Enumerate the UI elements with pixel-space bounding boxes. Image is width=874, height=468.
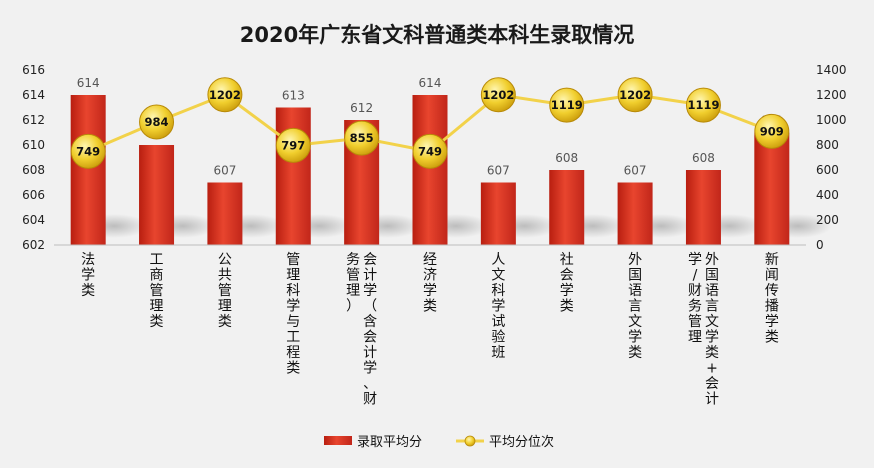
rank-value-label: 1119 <box>551 98 583 112</box>
legend-bar-swatch <box>324 436 352 445</box>
y-left-tick-label: 616 <box>22 63 45 77</box>
category-label: 外国语言文学类+会计 <box>705 252 719 408</box>
y-right-tick-label: 1200 <box>816 88 847 102</box>
rank-marker <box>344 120 380 156</box>
y-left-tick-label: 610 <box>22 138 45 152</box>
rank-marker <box>549 87 585 123</box>
rank-value-label: 984 <box>145 115 169 129</box>
rank-marker <box>139 104 175 140</box>
y-left-tick-label: 614 <box>22 88 45 102</box>
category-label: 人文科学试验班 <box>491 252 505 361</box>
bar <box>754 132 790 245</box>
bar <box>549 170 585 245</box>
bar <box>480 182 516 245</box>
category-label: 经济学类 <box>423 252 437 315</box>
y-left-tick-label: 606 <box>22 188 45 202</box>
rank-value-label: 1119 <box>687 98 719 112</box>
rank-value-label: 749 <box>418 144 442 158</box>
rank-value-label: 909 <box>760 124 784 138</box>
rank-marker <box>70 133 106 169</box>
rank-value-label: 1202 <box>209 88 241 102</box>
bar-value-label: 614 <box>77 76 100 90</box>
category-label: 法学类 <box>81 252 95 299</box>
rank-marker <box>617 77 653 113</box>
y-right-tick-label: 1400 <box>816 63 847 77</box>
y-left-tick-label: 612 <box>22 113 45 127</box>
bar-value-label: 613 <box>282 89 305 103</box>
rank-marker <box>480 77 516 113</box>
rank-value-label: 1202 <box>482 88 514 102</box>
y-left-tick-label: 608 <box>22 163 45 177</box>
bar-value-label: 612 <box>350 101 373 115</box>
chart-title: 2020年广东省文科普通类本科生录取情况 <box>240 23 634 47</box>
rank-marker <box>412 133 448 169</box>
category-label: 管理科学与工程类 <box>286 252 300 377</box>
rank-marker <box>275 127 311 163</box>
y-right-tick-label: 600 <box>816 163 839 177</box>
rank-value-label: 749 <box>76 144 100 158</box>
bar <box>139 145 175 245</box>
bar-value-label: 607 <box>624 164 647 178</box>
bar-value-label: 608 <box>555 151 578 165</box>
bar <box>617 182 653 245</box>
bar-value-label: 608 <box>692 151 715 165</box>
y-right-tick-label: 1000 <box>816 113 847 127</box>
rank-value-label: 855 <box>350 131 374 145</box>
bar <box>207 182 243 245</box>
rank-marker <box>754 113 790 149</box>
category-label: 学/财务管理 <box>688 252 702 346</box>
bar <box>685 170 721 245</box>
bar-value-label: 607 <box>487 164 510 178</box>
legend-line-marker <box>464 435 476 447</box>
rank-marker <box>207 77 243 113</box>
y-right-tick-label: 400 <box>816 188 839 202</box>
y-right-tick-label: 200 <box>816 213 839 227</box>
category-label: 新闻传播学类 <box>765 252 779 346</box>
legend-bar-label: 录取平均分 <box>357 435 422 450</box>
category-label: 社会学类 <box>560 252 574 315</box>
y-right-tick-label: 800 <box>816 138 839 152</box>
category-label: 会计学（含会计学、财 <box>363 252 377 408</box>
rank-marker <box>685 87 721 123</box>
rank-value-label: 797 <box>281 138 305 152</box>
category-label: 工商管理类 <box>150 252 164 330</box>
legend-line-label: 平均分位次 <box>489 434 554 450</box>
bar-value-label: 614 <box>419 76 442 90</box>
bar <box>70 95 106 245</box>
bar <box>412 95 448 245</box>
y-left-tick-label: 604 <box>22 213 45 227</box>
bar-value-label: 607 <box>213 164 236 178</box>
category-label: 公共管理类 <box>218 252 232 330</box>
category-label: 外国语言文学类 <box>628 252 642 361</box>
rank-value-label: 1202 <box>619 88 651 102</box>
y-left-tick-label: 602 <box>22 238 45 252</box>
y-right-tick-label: 0 <box>816 238 824 252</box>
category-label: 务管理） <box>346 252 360 315</box>
